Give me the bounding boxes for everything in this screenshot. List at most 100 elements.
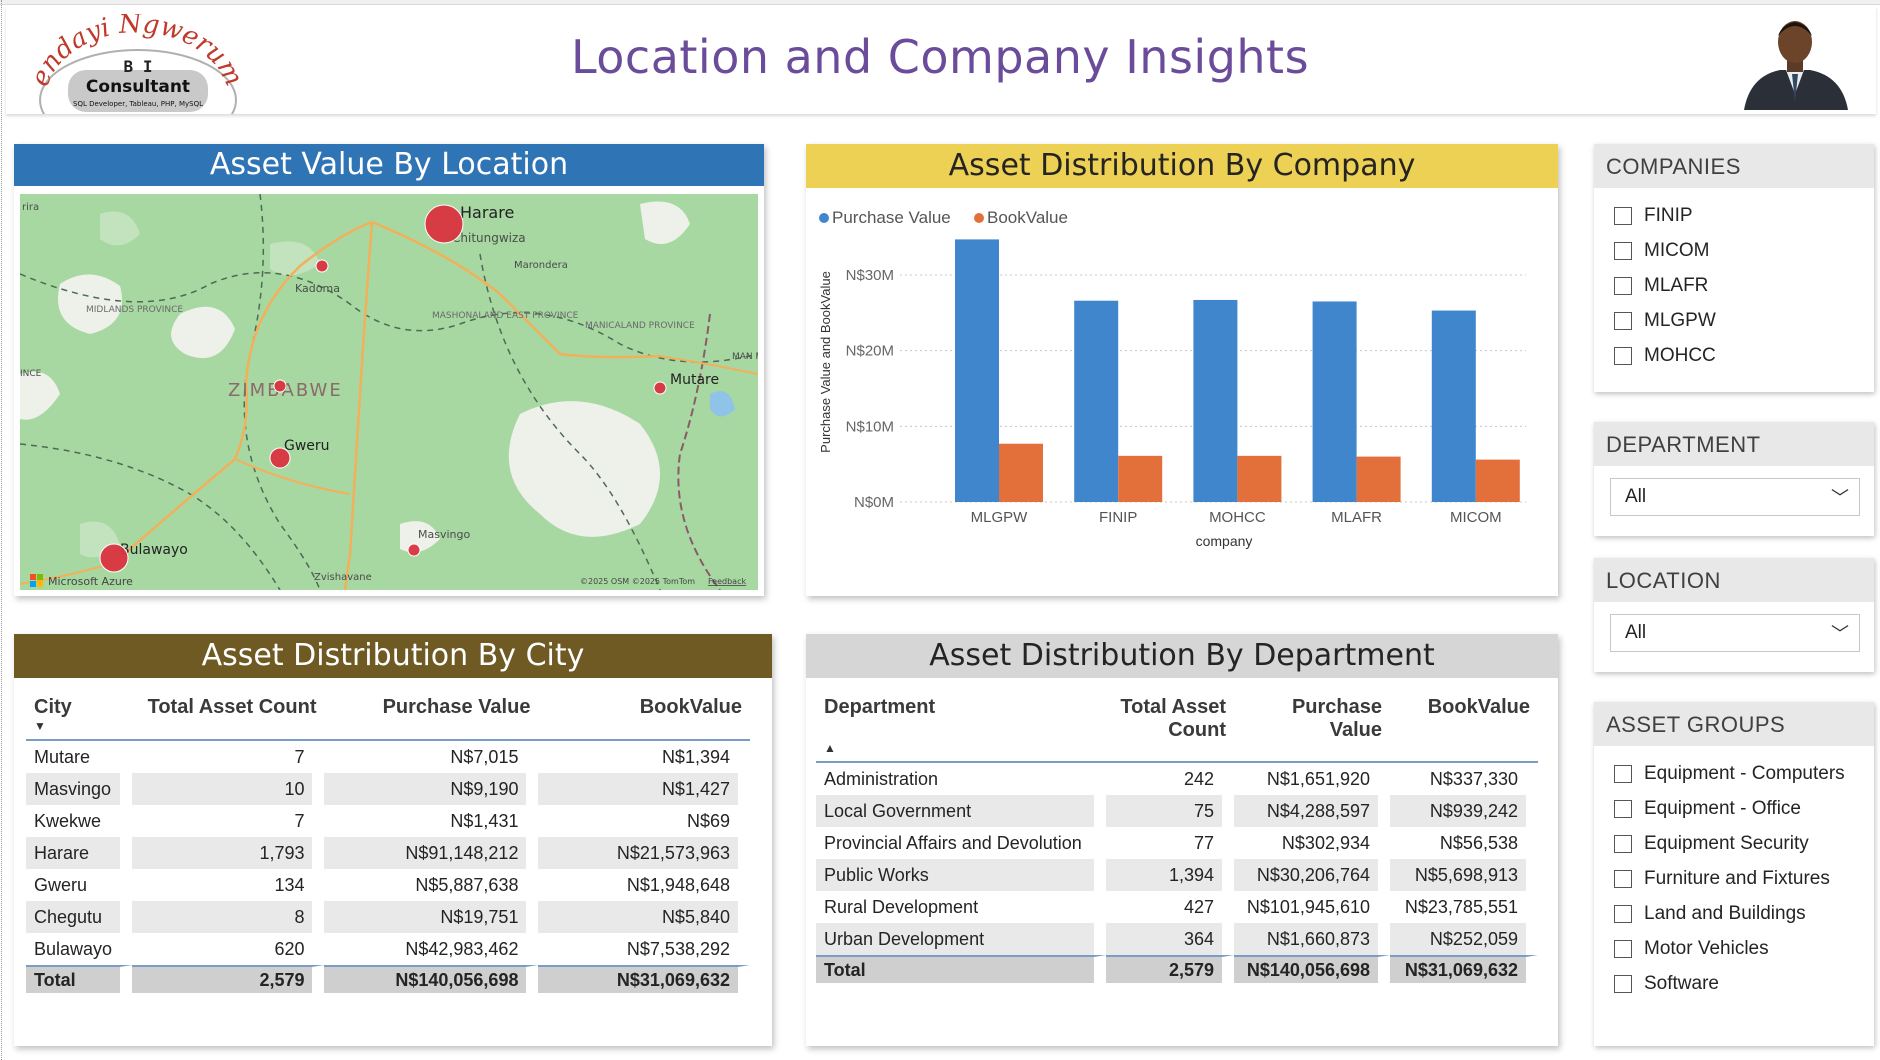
asset-group-option[interactable]: Motor Vehicles xyxy=(1594,931,1874,966)
map-feedback-link[interactable]: Feedback xyxy=(708,577,746,586)
y-tick-label: N$20M xyxy=(846,343,894,360)
purchase-col-header[interactable]: Purchase Value xyxy=(324,696,539,741)
city-table[interactable]: City ▼ Total Asset Count Purchase Value B… xyxy=(26,696,750,993)
x-tick-label: MLGPW xyxy=(971,509,1029,526)
location-dropdown[interactable]: All ﹀ xyxy=(1610,614,1860,652)
company-option[interactable]: MLAFR xyxy=(1594,268,1874,303)
bar-book-finip[interactable] xyxy=(1118,455,1163,502)
legend-label[interactable]: Purchase Value xyxy=(832,208,951,227)
city-row[interactable]: Gweru 134 N$5,887,638 N$1,948,648 xyxy=(26,869,750,901)
bar-purchase-finip[interactable] xyxy=(1074,300,1119,502)
checkbox[interactable] xyxy=(1614,939,1632,958)
checkbox[interactable] xyxy=(1614,834,1632,853)
city-row[interactable]: Kwekwe 7 N$1,431 N$69 xyxy=(26,805,750,837)
asset-group-option[interactable]: Furniture and Fixtures xyxy=(1594,861,1874,896)
department-row[interactable]: Local Government 75 N$4,288,597 N$939,242 xyxy=(816,795,1538,827)
city-col-header[interactable]: City ▼ xyxy=(26,696,133,741)
department-slicer: DEPARTMENT All ﹀ xyxy=(1594,422,1874,536)
department-row[interactable]: Administration 242 N$1,651,920 N$337,330 xyxy=(816,763,1538,795)
top-border xyxy=(0,0,1880,5)
department-row[interactable]: Provincial Affairs and Devolution 77 N$302… xyxy=(816,827,1538,859)
company-chart-card: Asset Distribution By Company Purchase V… xyxy=(806,144,1558,596)
checkbox[interactable] xyxy=(1614,241,1632,260)
dept-count-col-header[interactable]: Total Asset Count xyxy=(1106,696,1234,763)
checkbox[interactable] xyxy=(1614,311,1632,330)
department-col-header[interactable]: Department ▲ xyxy=(816,696,1106,763)
map-label-kadoma: Kadoma xyxy=(295,282,340,295)
bar-purchase-micom[interactable] xyxy=(1431,310,1476,502)
checkbox[interactable] xyxy=(1614,974,1632,993)
dept-book-col-header[interactable]: BookValue xyxy=(1390,696,1538,763)
checkbox[interactable] xyxy=(1614,869,1632,888)
bar-purchase-mohcc[interactable] xyxy=(1193,299,1238,502)
bubble-gweru[interactable] xyxy=(269,447,291,469)
legend-label[interactable]: BookValue xyxy=(987,208,1068,227)
checkbox[interactable] xyxy=(1614,346,1632,365)
department-row[interactable]: Urban Development 364 N$1,660,873 N$252,059 xyxy=(816,923,1538,955)
table-cell: Public Works xyxy=(816,859,1106,891)
dept-purchase-col-header[interactable]: Purchase Value xyxy=(1234,696,1390,763)
company-option[interactable]: FINIP xyxy=(1594,198,1874,233)
checkbox[interactable] xyxy=(1614,904,1632,923)
chevron-down-icon: ﹀ xyxy=(1831,488,1849,508)
bubble-bulawayo[interactable] xyxy=(99,543,129,573)
sort-desc-icon[interactable]: ▼ xyxy=(34,719,46,733)
table-cell: N$23,785,551 xyxy=(1390,891,1538,923)
map-label-edge-province: INCE xyxy=(20,369,42,379)
asset-group-option[interactable]: Equipment - Computers xyxy=(1594,756,1874,791)
map-card-title: Asset Value By Location xyxy=(14,144,764,186)
land-patch xyxy=(171,306,235,359)
bar-book-mlgpw[interactable] xyxy=(999,443,1043,502)
sort-asc-icon[interactable]: ▲ xyxy=(824,741,836,755)
total-cell: Total xyxy=(816,955,1106,983)
table-cell: N$56,538 xyxy=(1390,827,1538,859)
land-patch xyxy=(508,401,660,537)
bubble-kwekwe[interactable] xyxy=(273,379,287,393)
asset-group-option[interactable]: Equipment - Office xyxy=(1594,791,1874,826)
company-option-label: MLGPW xyxy=(1644,309,1716,331)
asset-group-option-label: Software xyxy=(1644,972,1719,994)
city-row[interactable]: Masvingo 10 N$9,190 N$1,427 xyxy=(26,773,750,805)
zimbabwe-map[interactable]: Harare Chitungwiza Marondera Kadoma MIDL… xyxy=(20,194,758,590)
company-option[interactable]: MLGPW xyxy=(1594,303,1874,338)
asset-group-option-label: Furniture and Fixtures xyxy=(1644,867,1830,889)
chevron-down-icon: ﹀ xyxy=(1831,624,1849,644)
checkbox[interactable] xyxy=(1614,276,1632,295)
bar-book-micom[interactable] xyxy=(1475,459,1520,502)
company-option-label: MLAFR xyxy=(1644,274,1709,296)
department-row[interactable]: Public Works 1,394 N$30,206,764 N$5,698,913 xyxy=(816,859,1538,891)
bubble-mutare[interactable] xyxy=(653,381,667,395)
table-cell: 1,793 xyxy=(132,837,325,869)
bar-purchase-mlgpw[interactable] xyxy=(955,239,999,503)
city-row[interactable]: Bulawayo 620 N$42,983,462 N$7,538,292 xyxy=(26,933,750,965)
asset-group-option[interactable]: Equipment Security xyxy=(1594,826,1874,861)
department-dropdown-value: All xyxy=(1625,486,1647,507)
city-row[interactable]: Harare 1,793 N$91,148,212 N$21,573,963 xyxy=(26,837,750,869)
report-header xyxy=(6,6,1876,114)
bar-book-mlafr[interactable] xyxy=(1356,456,1401,502)
company-bar-chart[interactable]: Purchase Value BookValue N$0M N$10M N$20M N$3… xyxy=(806,192,1558,592)
bubble-harare[interactable] xyxy=(424,204,464,244)
department-row[interactable]: Rural Development 427 N$101,945,610 N$23,78… xyxy=(816,891,1538,923)
asset-group-option[interactable]: Land and Buildings xyxy=(1594,896,1874,931)
checkbox[interactable] xyxy=(1614,206,1632,225)
table-cell: Rural Development xyxy=(816,891,1106,923)
department-dropdown[interactable]: All ﹀ xyxy=(1610,478,1860,516)
book-col-header[interactable]: BookValue xyxy=(538,696,750,741)
forest-patch xyxy=(100,211,140,246)
company-option[interactable]: MOHCC xyxy=(1594,338,1874,373)
department-table-title: Asset Distribution By Department xyxy=(806,634,1558,678)
bubble-chegutu[interactable] xyxy=(315,259,329,273)
bubble-masvingo[interactable] xyxy=(407,543,421,557)
department-table[interactable]: Department ▲ Total Asset Count Purchase V… xyxy=(816,696,1538,983)
city-row[interactable]: Mutare 7 N$7,015 N$1,394 xyxy=(26,741,750,773)
count-col-header[interactable]: Total Asset Count xyxy=(132,696,325,741)
company-option[interactable]: MICOM xyxy=(1594,233,1874,268)
asset-group-option[interactable]: Software xyxy=(1594,966,1874,1001)
city-row[interactable]: Chegutu 8 N$19,751 N$5,840 xyxy=(26,901,750,933)
checkbox[interactable] xyxy=(1614,764,1632,783)
table-cell: N$42,983,462 xyxy=(324,933,539,965)
checkbox[interactable] xyxy=(1614,799,1632,818)
bar-book-mohcc[interactable] xyxy=(1237,455,1282,502)
bar-purchase-mlafr[interactable] xyxy=(1312,301,1357,502)
